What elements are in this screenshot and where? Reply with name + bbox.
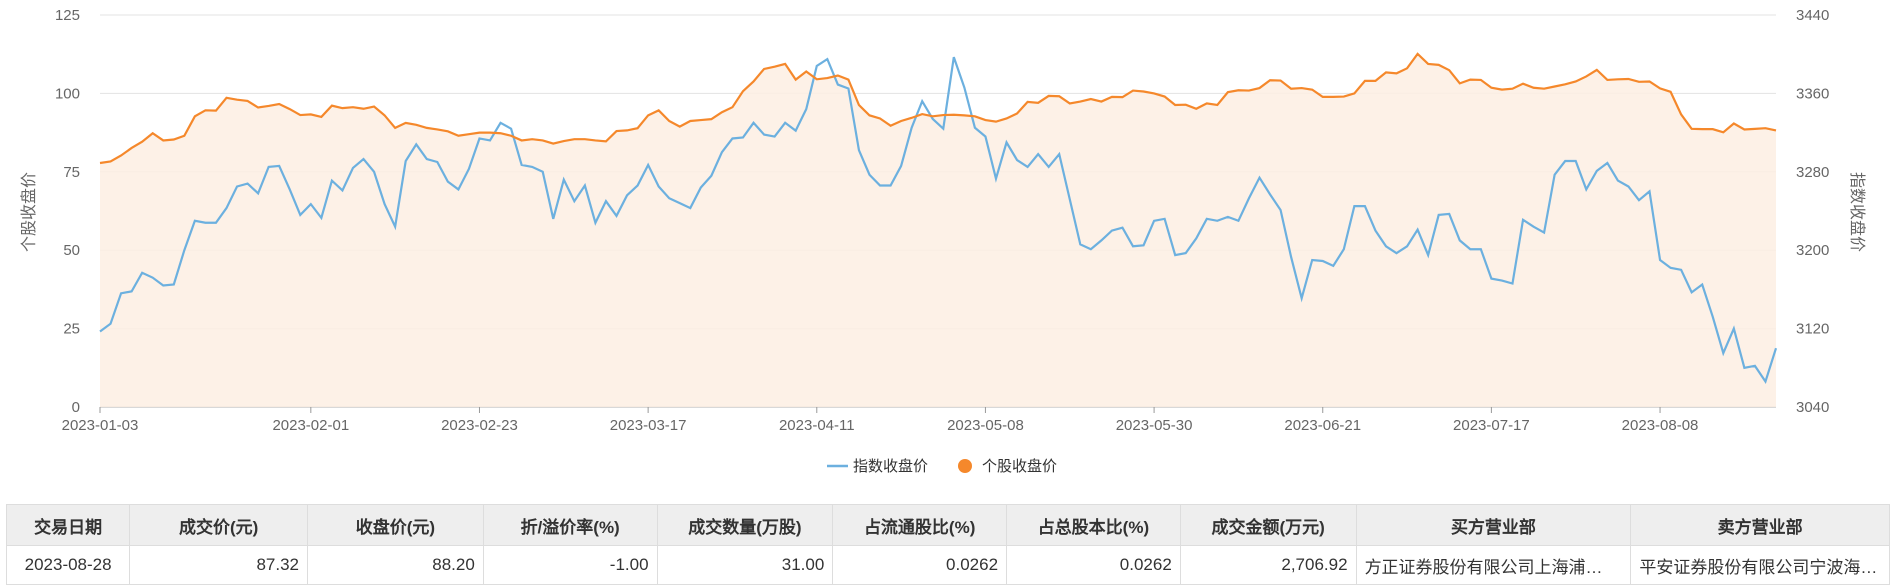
header-close-price: 收盘价(元) (307, 504, 484, 546)
y-right-tick-label: 3120 (1796, 321, 1829, 338)
y-right-tick-label: 3200 (1796, 242, 1829, 259)
legend[interactable]: 指数收盘价 个股收盘价 (827, 457, 1057, 475)
x-tick-label: 2023-05-08 (947, 417, 1024, 434)
y-left-tick-label: 100 (55, 85, 80, 102)
legend-label-stock: 个股收盘价 (982, 457, 1057, 475)
header-seller: 卖方营业部 (1630, 504, 1890, 546)
stock-price-area (100, 53, 1776, 407)
header-buyer: 买方营业部 (1355, 504, 1632, 546)
header-premium-rate: 折/溢价率(%) (482, 504, 658, 546)
y-left-axis-title: 个股收盘价 (19, 172, 38, 252)
x-tick-label: 2023-07-17 (1453, 417, 1530, 434)
cell-close-price: 88.20 (307, 545, 484, 585)
cell-buyer[interactable]: 方正证券股份有限公司上海浦… (1355, 545, 1632, 585)
y-right-axis-title: 指数收盘价 (1848, 172, 1867, 252)
cell-seller[interactable]: 平安证券股份有限公司宁波海… (1630, 545, 1890, 585)
y-left-tick-label: 50 (63, 242, 80, 259)
legend-label-index: 指数收盘价 (853, 457, 928, 475)
header-amount: 成交金额(万元) (1179, 504, 1357, 546)
x-tick-label: 2023-08-08 (1622, 417, 1699, 434)
cell-trade-date: 2023-08-28 (5, 545, 131, 585)
x-tick-label: 2023-04-11 (779, 417, 855, 434)
cell-float-ratio: 0.0262 (832, 545, 1008, 585)
y-right-tick-label: 3360 (1796, 85, 1829, 102)
cell-premium-rate: -1.00 (482, 545, 658, 585)
legend-dot-icon (958, 459, 972, 473)
cell-deal-price: 87.32 (129, 545, 309, 585)
y-right-tick-label: 3280 (1796, 164, 1829, 181)
y-right-tick-label: 3040 (1796, 399, 1829, 416)
cell-amount: 2,706.92 (1179, 545, 1357, 585)
x-tick-label: 2023-02-01 (272, 417, 349, 434)
x-tick-label: 2023-05-30 (1116, 417, 1193, 434)
legend-item-index[interactable]: 指数收盘价 (827, 457, 928, 475)
header-deal-price: 成交价(元) (129, 504, 309, 546)
header-volume: 成交数量(万股) (656, 504, 834, 546)
y-left-tick-label: 75 (63, 164, 80, 181)
stock-price-line (99, 52, 1777, 165)
x-tick-label: 2023-02-23 (441, 417, 518, 434)
index-price-line (99, 56, 1778, 385)
header-trade-date: 交易日期 (5, 504, 131, 546)
cell-volume: 31.00 (656, 545, 834, 585)
y-left-tick-label: 25 (63, 321, 80, 338)
y-left-tick-label: 0 (72, 399, 80, 416)
header-float-ratio: 占流通股比(%) (832, 504, 1008, 546)
table-row: 2023-08-28 87.32 88.20 -1.00 31.00 0.026… (5, 545, 1890, 585)
table-header-row: 交易日期 成交价(元) 收盘价(元) 折/溢价率(%) 成交数量(万股) 占流通… (5, 504, 1890, 546)
trade-table: 交易日期 成交价(元) 收盘价(元) 折/溢价率(%) 成交数量(万股) 占流通… (5, 504, 1890, 585)
y-right-tick-label: 3440 (1796, 7, 1829, 24)
chart: 0 25 50 75 100 125 3040 3120 3200 3280 3360 3440 202… (19, 7, 1867, 475)
x-tick-label: 2023-03-17 (610, 417, 687, 434)
x-tick-label: 2023-06-21 (1284, 417, 1361, 434)
header-total-ratio: 占总股本比(%) (1006, 504, 1181, 546)
legend-item-stock[interactable]: 个股收盘价 (958, 457, 1057, 475)
cell-total-ratio: 0.0262 (1006, 545, 1181, 585)
axes: 0 25 50 75 100 125 3040 3120 3200 3280 3360 3440 202… (55, 7, 1829, 434)
x-tick-label: 2023-01-03 (62, 417, 139, 434)
y-left-tick-label: 125 (55, 7, 80, 24)
